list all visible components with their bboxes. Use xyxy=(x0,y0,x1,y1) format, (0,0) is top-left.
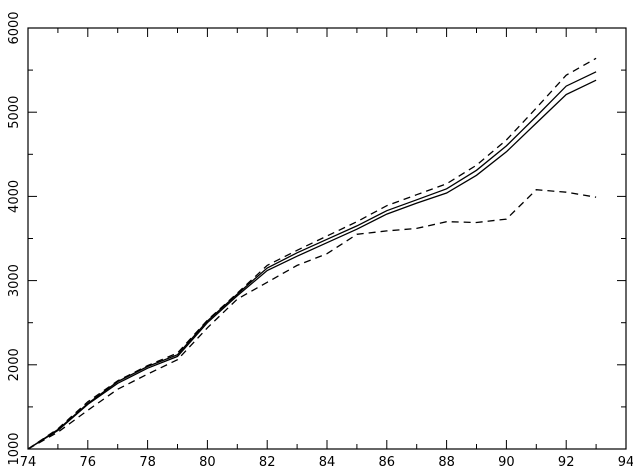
series-line-3 xyxy=(27,57,597,450)
x-tick-label: 94 xyxy=(618,455,633,468)
y-tick-label: 3000 xyxy=(7,264,22,297)
x-tick-label: 74 xyxy=(20,455,37,468)
y-tick-label: 6000 xyxy=(7,11,22,44)
tick-labels: 74 76 78 80 82 84 86 88 90 92 94 1000 2000 3000 4000 50… xyxy=(7,11,633,468)
series-line-2 xyxy=(27,79,597,450)
axis-ticks xyxy=(27,27,627,450)
x-tick-label: 92 xyxy=(558,455,575,468)
series-line-1 xyxy=(27,71,597,450)
y-tick-label: 1000 xyxy=(7,432,22,465)
x-tick-label: 84 xyxy=(319,455,336,468)
x-tick-label: 78 xyxy=(139,455,156,468)
plot-frame xyxy=(27,27,627,450)
x-tick-label: 76 xyxy=(80,455,97,468)
series-lines xyxy=(27,57,597,450)
y-tick-label: 5000 xyxy=(7,96,22,129)
y-tick-label: 4000 xyxy=(7,180,22,213)
x-tick-label: 82 xyxy=(259,455,276,468)
x-tick-label: 88 xyxy=(438,455,455,468)
x-tick-label: 90 xyxy=(498,455,515,468)
series-line-4 xyxy=(27,189,597,450)
x-tick-label: 86 xyxy=(379,455,396,468)
y-tick-label: 2000 xyxy=(7,348,22,381)
x-tick-label: 80 xyxy=(199,455,216,468)
